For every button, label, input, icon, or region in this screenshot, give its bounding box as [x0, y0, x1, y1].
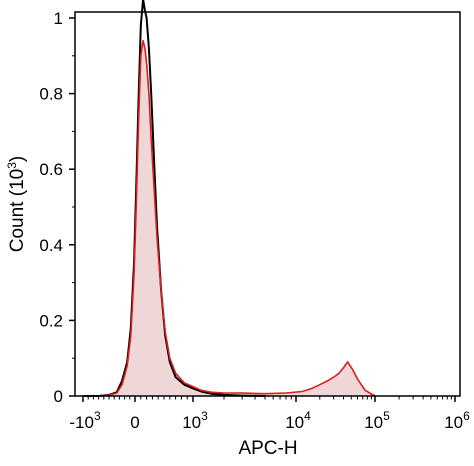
plot-marks [83, 0, 376, 397]
x-axis-label: APC-H [238, 438, 297, 459]
axes: 0 0.2 0.4 0.6 0.8 1 -103 0 103 104 105 106 [39, 9, 470, 432]
x-tick-label-2: 103 [182, 409, 208, 432]
x-tick-label-0: -103 [69, 409, 101, 432]
x-tick-label-4: 105 [364, 409, 390, 432]
plot-frame [74, 11, 461, 397]
black-series-line [83, 0, 266, 397]
x-tick-label-5: 106 [444, 409, 470, 432]
y-axis-label: Count (103) [5, 156, 28, 252]
y-tick-label-4: 0.8 [39, 85, 63, 104]
y-tick-label-0: 0 [54, 387, 63, 406]
x-tick-label-1: 0 [130, 413, 139, 432]
red-series-line [83, 39, 376, 397]
x-tick-label-3: 104 [285, 409, 311, 432]
red-series-fill [83, 40, 375, 396]
y-tick-label-2: 0.4 [39, 236, 63, 255]
y-tick-label-3: 0.6 [39, 160, 63, 179]
y-tick-label-1: 0.2 [39, 311, 63, 330]
y-tick-label-5: 1 [54, 9, 63, 28]
